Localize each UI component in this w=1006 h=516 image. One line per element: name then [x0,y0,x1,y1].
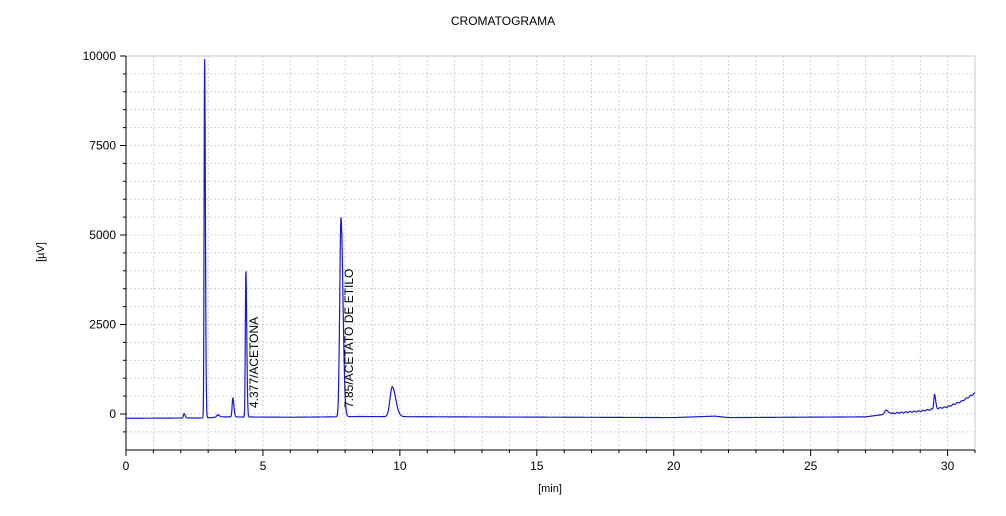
axes [120,55,976,456]
peak-apex-point [245,271,247,273]
y-tick-label: 7500 [89,139,116,153]
x-tick-label: 5 [260,459,267,473]
peak-apex-point [216,414,219,416]
chart-title: CROMATOGRAMA [451,14,555,28]
peak-apex-point [885,409,887,412]
x-tick-label: 10 [393,459,407,473]
x-tick-label: 20 [667,459,681,473]
series-layer [125,59,976,419]
peak-annotations: 4.377/ACETONA 7.85/ACETATO DE ETILO [247,269,356,408]
peak-apex-point [232,397,234,400]
peak-annotation-label: 4.377/ACETONA [247,317,261,408]
tick-labels: 0 5 10 15 20 25 30 0 2500 5000 7500 10000 [83,49,955,473]
peak-apex-point [933,393,936,396]
x-tick-label: 0 [123,459,130,473]
x-tick-label: 30 [941,459,955,473]
y-tick-label: 10000 [83,49,117,63]
y-tick-label: 5000 [89,228,116,242]
peak-apex-point [203,59,206,61]
peak-annotation-label: 7.85/ACETATO DE ETILO [342,269,356,408]
chromatogram-trace [125,59,976,419]
x-tick-label: 15 [530,459,544,473]
peak-apex-point [391,386,394,388]
grid [125,55,976,451]
peak-apex-point [340,217,342,219]
y-tick-label: 0 [109,407,116,421]
y-axis-title: [µV] [35,242,47,262]
x-axis-title: [min] [538,483,562,495]
y-tick-label: 2500 [89,318,116,332]
x-tick-label: 25 [804,459,818,473]
peak-apex-point [183,412,185,415]
